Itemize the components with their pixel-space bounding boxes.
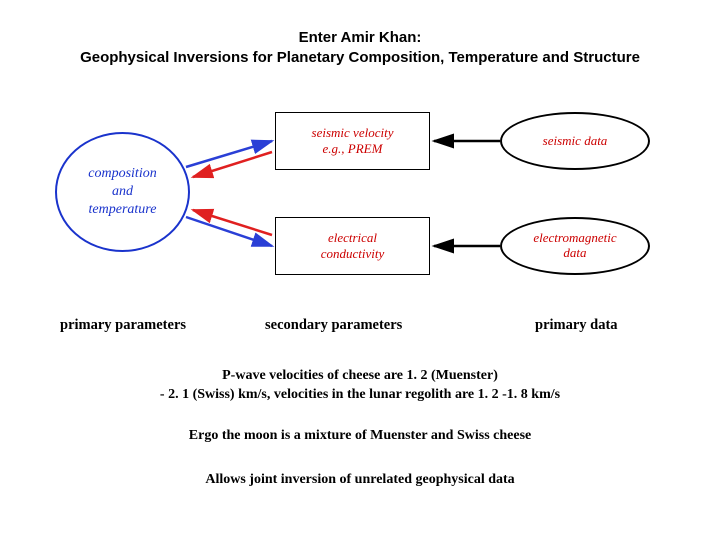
node-em-data: electromagnetic data [500, 217, 650, 275]
para1-line1: P-wave velocities of cheese are 1. 2 (Mu… [0, 367, 720, 386]
data-em-l1: electromagnetic [533, 231, 616, 246]
title-line-1: Enter Amir Khan: [0, 28, 720, 48]
body-paragraph-1: P-wave velocities of cheese are 1. 2 (Mu… [0, 367, 720, 405]
body-paragraph-2: Ergo the moon is a mixture of Muenster a… [0, 427, 720, 446]
diagram-area: composition and temperature seismic velo… [0, 92, 720, 312]
primary-line2: and [88, 183, 156, 201]
data-em-l2: data [533, 246, 616, 261]
label-primary-data: primary data [535, 317, 618, 334]
sec-elec-l2: conductivity [321, 246, 385, 262]
title-line-2: Geophysical Inversions for Planetary Com… [0, 48, 720, 68]
body-paragraph-3: Allows joint inversion of unrelated geop… [0, 471, 720, 490]
sec-seismic-l1: seismic velocity [312, 125, 394, 141]
node-primary-params: composition and temperature [55, 132, 190, 252]
para1-line2: - 2. 1 (Swiss) km/s, velocities in the l… [0, 386, 720, 405]
label-secondary-params: secondary parameters [265, 317, 402, 334]
node-seismic-velocity: seismic velocity e.g., PREM [275, 112, 430, 170]
para3-text: Allows joint inversion of unrelated geop… [205, 472, 514, 487]
sec-elec-l1: electrical [321, 230, 385, 246]
primary-line3: temperature [88, 201, 156, 219]
sec-seismic-l2: e.g., PREM [312, 141, 394, 157]
page-title: Enter Amir Khan: Geophysical Inversions … [0, 0, 720, 67]
node-electrical-conductivity: electrical conductivity [275, 217, 430, 275]
data-seismic-label: seismic data [543, 133, 608, 149]
node-seismic-data: seismic data [500, 112, 650, 170]
primary-line1: composition [88, 165, 156, 183]
para2-text: Ergo the moon is a mixture of Muenster a… [189, 428, 531, 443]
label-primary-params: primary parameters [60, 317, 186, 334]
